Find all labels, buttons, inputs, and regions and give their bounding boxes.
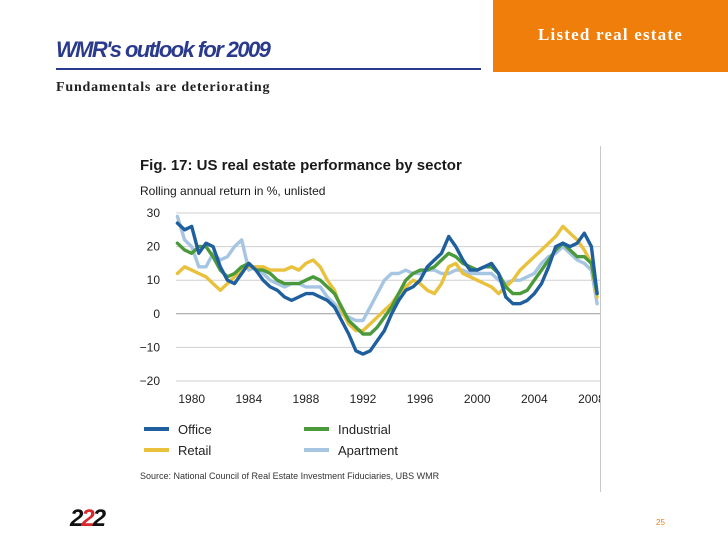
title-underline	[56, 68, 481, 70]
legend-label: Office	[178, 422, 212, 437]
logo-digit-right: 2	[92, 505, 106, 532]
x-tick-label: 2004	[521, 392, 548, 406]
company-logo: 222	[70, 505, 106, 533]
y-tick-label: −20	[140, 374, 160, 388]
figure-panel: Fig. 17: US real estate performance by s…	[140, 146, 601, 492]
legend-label: Apartment	[338, 443, 398, 458]
y-tick-label: 10	[147, 273, 161, 287]
line-chart: Fig. 17: US real estate performance by s…	[140, 157, 600, 481]
page-number: 25	[656, 518, 665, 527]
y-tick-label: 20	[147, 240, 161, 254]
x-tick-label: 2000	[464, 392, 491, 406]
slide-title: WMR's outlook for 2009	[56, 37, 271, 62]
grid-lines	[176, 212, 600, 382]
y-axis-ticks: 30 20 10 0 −10 −20	[140, 206, 160, 388]
chart-title: Fig. 17: US real estate performance by s…	[140, 157, 462, 174]
y-tick-label: 0	[153, 307, 160, 321]
x-tick-label: 1984	[235, 392, 262, 406]
chart-source: Source: National Council of Real Estate …	[140, 471, 440, 481]
legend-label: Industrial	[338, 422, 391, 437]
y-tick-label: 30	[147, 206, 161, 220]
series-line-office	[175, 221, 599, 356]
x-tick-label: 1992	[350, 392, 377, 406]
x-tick-label: 1980	[178, 392, 205, 406]
chart-subtitle: Rolling annual return in %, unlisted	[140, 184, 325, 198]
series-lines	[175, 214, 599, 356]
legend-label: Retail	[178, 443, 211, 458]
x-axis-ticks: 1980 1984 1988 1992 1996 2000 2004 2008	[178, 392, 600, 406]
legend: Office Industrial Retail Apartment	[144, 422, 398, 458]
section-tag: Listed real estate	[493, 0, 728, 72]
logo-digit-left: 2	[70, 505, 83, 532]
x-tick-label: 1996	[407, 392, 434, 406]
slide-subtitle: Fundamentals are deteriorating	[56, 80, 271, 95]
x-tick-label: 1988	[293, 392, 320, 406]
logo-digit-middle: 2	[81, 505, 94, 532]
y-tick-label: −10	[140, 340, 160, 354]
x-tick-label: 2008	[578, 392, 600, 406]
